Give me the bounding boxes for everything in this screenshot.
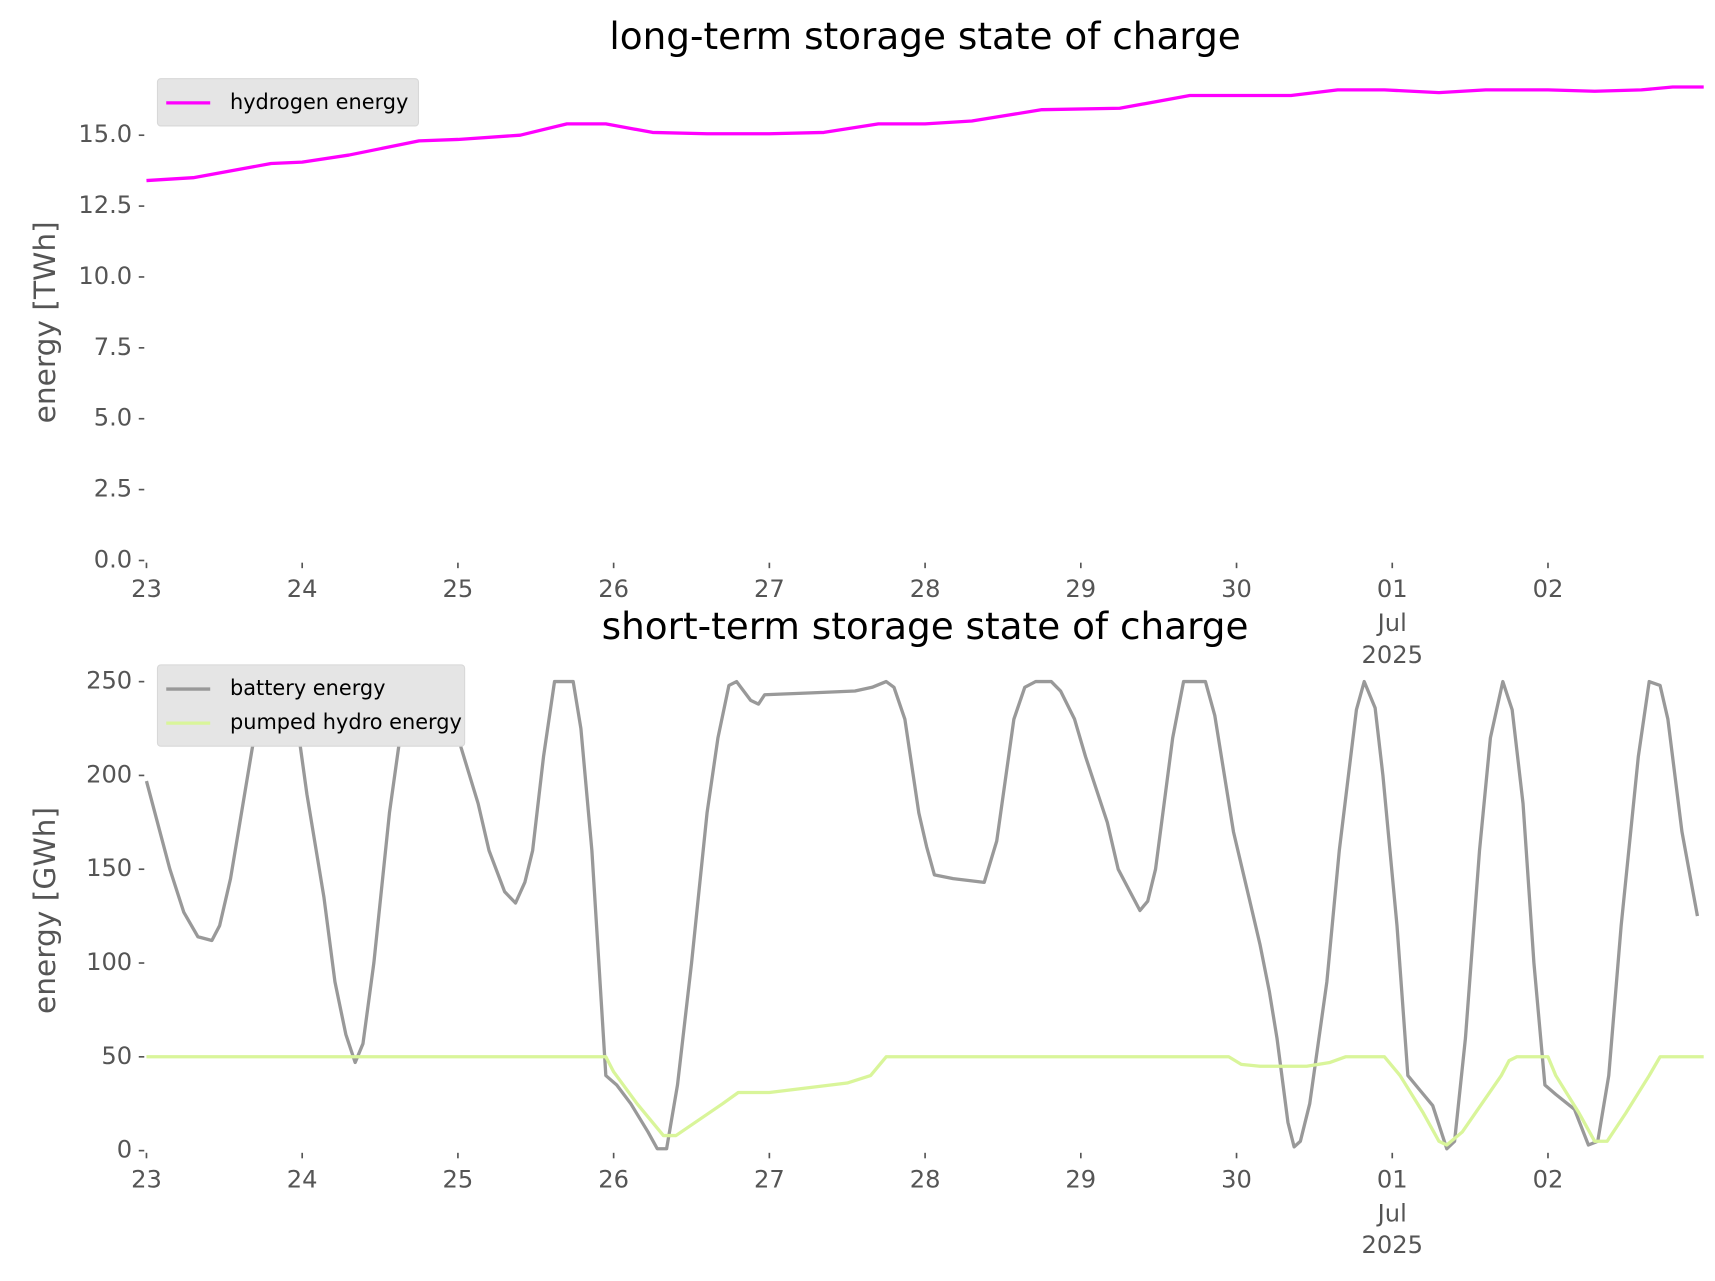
x-tick-label: 26: [598, 1165, 629, 1193]
legend-box: [156, 664, 466, 747]
x-tick-label: 27: [754, 575, 785, 603]
series-line: [146, 85, 1704, 183]
y-tick-label: 7.5: [94, 333, 132, 361]
x-tick-label: 01: [1377, 1165, 1408, 1193]
x-tick-label: 25: [443, 1165, 474, 1193]
y-tick-label: 2.5: [94, 475, 132, 503]
x-tick-label: 28: [910, 575, 941, 603]
x-tick-sublabel: 2025: [1362, 1231, 1423, 1259]
y-tick-label: 0.0: [94, 545, 132, 573]
y-tick-label: 0: [117, 1136, 132, 1164]
x-tick-label: 28: [910, 1165, 941, 1193]
y-tick-label: 5.0: [94, 404, 132, 432]
series-line: [144, 679, 1700, 1151]
legend: battery energy pumped hydro energy: [156, 664, 466, 747]
chart-title: short-term storage state of charge: [602, 604, 1249, 648]
series-line: [146, 1055, 1704, 1147]
y-tick-label: 50: [101, 1042, 132, 1070]
y-axis-label: energy [GWh]: [27, 807, 62, 1014]
x-tick-sublabel: Jul: [1376, 609, 1407, 637]
x-tick-label: 26: [598, 575, 629, 603]
y-axis-label: energy [TWh]: [27, 221, 62, 423]
x-tick-label: 30: [1221, 1165, 1252, 1193]
x-tick-label: 23: [131, 1165, 162, 1193]
y-tick-label: 100: [86, 948, 132, 976]
y-tick-label: 250: [86, 667, 132, 695]
legend-label: hydrogen energy: [230, 90, 408, 114]
y-tick-label: 12.5: [78, 191, 132, 219]
legend: hydrogen energy: [156, 78, 420, 127]
y-tick-label: 200: [86, 760, 132, 788]
x-tick-label: 02: [1533, 1165, 1564, 1193]
y-tick-label: 150: [86, 854, 132, 882]
y-tick-label: 15.0: [78, 120, 132, 148]
x-tick-label: 30: [1221, 575, 1252, 603]
x-tick-label: 27: [754, 1165, 785, 1193]
x-tick-sublabel: 2025: [1362, 641, 1423, 669]
x-tick-label: 23: [131, 575, 162, 603]
x-tick-label: 25: [443, 575, 474, 603]
legend-box: [156, 78, 420, 127]
legend-label: battery energy: [230, 676, 386, 700]
x-tick-sublabel: Jul: [1376, 1199, 1407, 1227]
legend-label: pumped hydro energy: [230, 710, 462, 734]
x-tick-label: 01: [1377, 575, 1408, 603]
x-tick-label: 29: [1065, 1165, 1096, 1193]
chart-title: long-term storage state of charge: [609, 14, 1240, 58]
y-tick-label: 10.0: [78, 262, 132, 290]
x-tick-label: 24: [287, 1165, 318, 1193]
x-tick-label: 29: [1065, 575, 1096, 603]
x-tick-label: 24: [287, 575, 318, 603]
x-tick-label: 02: [1533, 575, 1564, 603]
